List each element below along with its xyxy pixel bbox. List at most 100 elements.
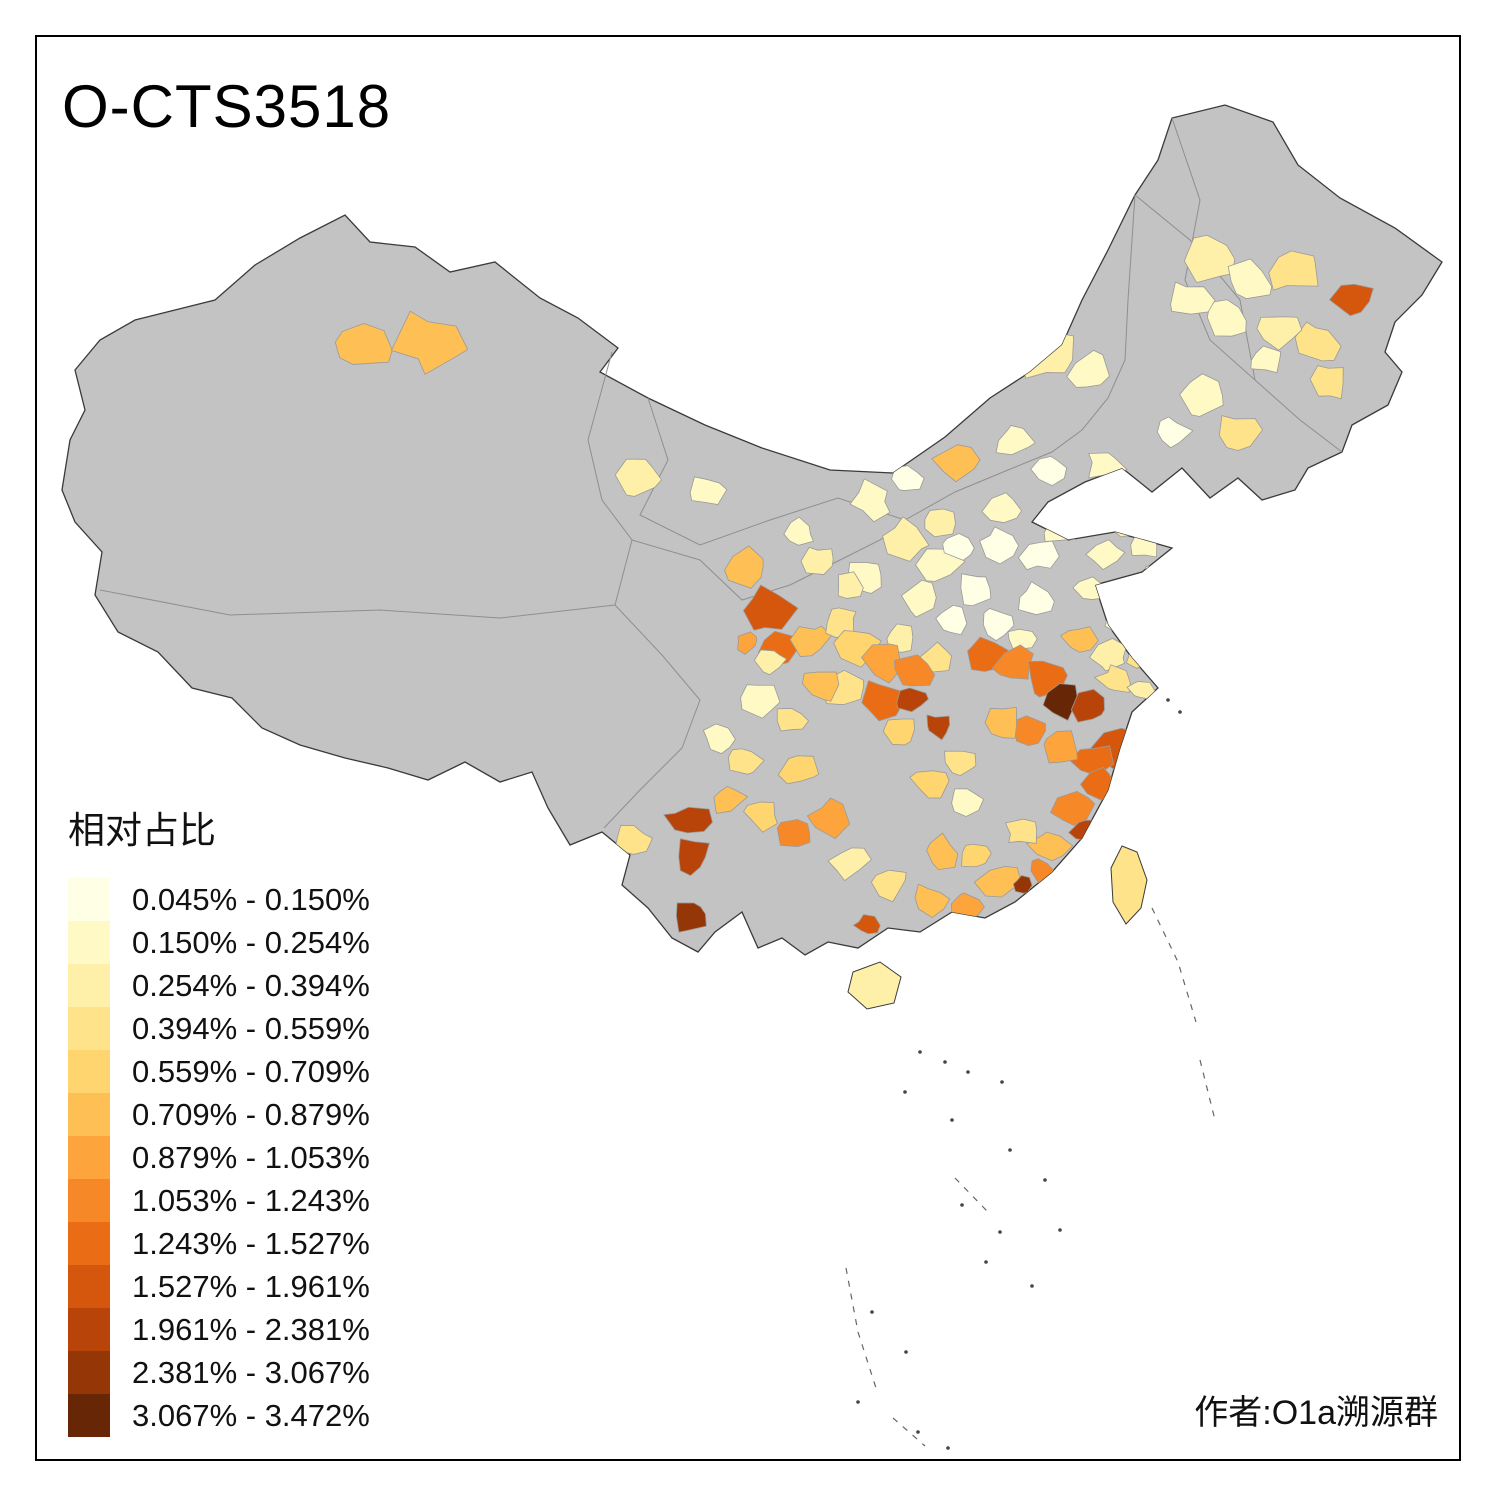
legend-swatch — [68, 1179, 110, 1222]
legend-swatch — [68, 1222, 110, 1265]
prefecture-region — [893, 654, 936, 687]
prefecture-region — [334, 323, 393, 365]
prefecture-region — [981, 492, 1023, 524]
legend: 相对占比 0.045% - 0.150% 0.150% - 0.254% 0.254… — [68, 800, 370, 1437]
legend-item: 0.394% - 0.559% — [68, 1007, 370, 1050]
sea-island-dot — [856, 1400, 860, 1404]
prefecture-region — [891, 465, 925, 491]
legend-title: 相对占比 — [68, 810, 216, 851]
legend-swatch — [68, 878, 110, 921]
prefecture-region — [882, 516, 930, 562]
sea-island-dot — [984, 1260, 988, 1264]
prefecture-region — [1256, 316, 1303, 351]
sea-island-dot — [943, 1060, 947, 1064]
prefecture-region — [926, 832, 959, 871]
legend-swatch — [68, 964, 110, 1007]
prefecture-region — [861, 680, 907, 722]
prefecture-region — [1218, 415, 1264, 451]
sea-boundary-dash — [954, 1177, 989, 1213]
legend-item: 1.053% - 1.243% — [68, 1179, 370, 1222]
prefecture-region — [882, 718, 915, 746]
attribution: 作者:O1a溯源群 — [1194, 1394, 1438, 1432]
legend-label: 1.053% - 1.243% — [132, 1182, 370, 1218]
prefecture-region — [1059, 626, 1099, 653]
legend-label: 0.394% - 0.559% — [132, 1010, 370, 1046]
province-boundary — [99, 589, 616, 619]
prefecture-region — [783, 516, 814, 546]
legend-swatch — [68, 1007, 110, 1050]
prefecture-region — [1144, 565, 1173, 588]
sea-island-dot — [998, 1230, 1002, 1234]
prefecture-region — [777, 755, 820, 785]
legend-label: 0.254% - 0.394% — [132, 967, 370, 1003]
prefecture-region — [991, 644, 1034, 680]
sea-island-dot — [1000, 1080, 1004, 1084]
prefecture-region — [1070, 688, 1105, 723]
prefecture-region — [776, 708, 810, 732]
prefecture-region — [1030, 455, 1068, 487]
prefecture-region — [1007, 628, 1038, 651]
prefecture-region — [675, 902, 707, 933]
sea-island-dot — [966, 1070, 970, 1074]
legend-swatch — [68, 1050, 110, 1093]
legend-swatch — [68, 1308, 110, 1351]
prefecture-region — [827, 847, 872, 882]
legend-swatch — [68, 1136, 110, 1179]
legend-swatch — [68, 1351, 110, 1394]
prefecture-region — [896, 687, 929, 713]
prefecture-region — [1268, 250, 1319, 291]
prefecture-region — [909, 770, 950, 799]
sea-boundary-dash — [1199, 1059, 1216, 1121]
prefecture-region — [1227, 258, 1273, 300]
province-boundary — [587, 351, 633, 606]
prefecture-region — [960, 573, 992, 607]
prefecture-region — [942, 533, 975, 561]
prefecture-region — [935, 604, 968, 636]
legend-label: 0.709% - 0.879% — [132, 1096, 370, 1132]
prefecture-region — [924, 508, 956, 538]
sea-island-dot — [946, 1446, 950, 1450]
prefecture-region — [1018, 581, 1055, 616]
legend-item: 2.381% - 3.067% — [68, 1351, 370, 1394]
sea-island-dot — [1043, 1178, 1047, 1182]
legend-label: 2.381% - 3.067% — [132, 1354, 370, 1390]
legend-item: 0.709% - 0.879% — [68, 1093, 370, 1136]
prefecture-region — [1026, 831, 1074, 862]
prefecture-region — [737, 631, 758, 655]
legend-swatch — [68, 1093, 110, 1136]
province-boundary — [603, 604, 701, 829]
prefecture-region — [1004, 818, 1037, 844]
sea-island-dot — [1058, 1228, 1062, 1232]
prefecture-region — [1064, 487, 1101, 518]
prefecture-region — [982, 608, 1015, 642]
legend-item: 1.243% - 1.527% — [68, 1222, 370, 1265]
sea-island-dot — [916, 1430, 920, 1434]
prefecture-region — [973, 866, 1023, 898]
legend-label: 3.067% - 3.472% — [132, 1397, 370, 1433]
prefecture-region — [1130, 532, 1158, 558]
prefecture-region — [689, 476, 728, 505]
prefecture-region — [1183, 234, 1236, 284]
prefecture-region — [742, 584, 799, 631]
sea-island-dot — [950, 1118, 954, 1122]
prefecture-region — [702, 723, 736, 755]
prefecture-region — [852, 914, 881, 935]
legend-swatch — [68, 1265, 110, 1308]
legend-item: 0.045% - 0.150% — [68, 878, 370, 921]
prefecture-region — [1170, 281, 1216, 315]
prefecture-region — [951, 788, 985, 817]
prefecture-region — [740, 684, 781, 719]
province-boundary — [1171, 117, 1343, 453]
prefecture-region — [1309, 365, 1344, 400]
prefecture-region — [806, 797, 851, 840]
prefecture-region — [727, 748, 765, 775]
prefecture-region — [1085, 539, 1126, 571]
sea-island-dot — [1008, 1148, 1012, 1152]
prefecture-region — [961, 843, 992, 868]
prefecture-region — [1043, 514, 1076, 543]
legend-swatch — [68, 1394, 110, 1437]
prefecture-region — [900, 579, 937, 618]
prefecture-region — [995, 425, 1036, 456]
